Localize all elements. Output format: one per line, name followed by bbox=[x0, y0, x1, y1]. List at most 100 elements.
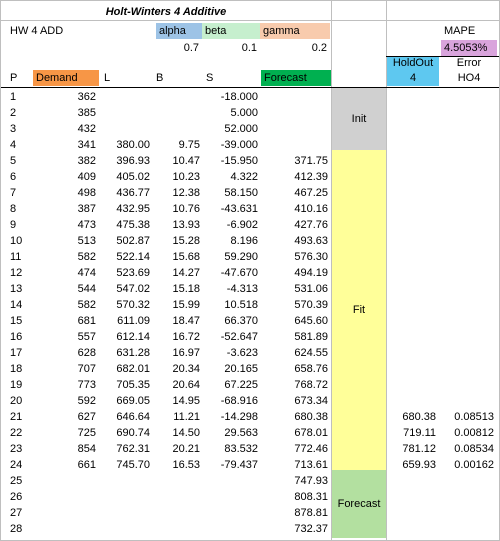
cell-p[interactable]: 1 bbox=[10, 91, 17, 103]
cell-b[interactable]: 20.34 bbox=[172, 363, 200, 375]
cell-b[interactable]: 15.28 bbox=[172, 235, 200, 247]
cell-forecast[interactable]: 645.60 bbox=[294, 315, 328, 327]
cell-p[interactable]: 2 bbox=[10, 107, 17, 119]
cell-holdout[interactable] bbox=[387, 329, 439, 345]
cell-l[interactable]: 745.70 bbox=[116, 459, 150, 471]
cell-forecast[interactable]: 732.37 bbox=[294, 523, 328, 535]
cell-p[interactable]: 26 bbox=[10, 491, 23, 503]
cell-p[interactable]: 25 bbox=[10, 475, 23, 487]
header-error[interactable]: Error HO4 bbox=[441, 56, 497, 86]
cell-b[interactable]: 20.21 bbox=[172, 443, 200, 455]
cell-error[interactable] bbox=[441, 137, 497, 153]
cell-b[interactable]: 14.27 bbox=[172, 267, 200, 279]
cell-l[interactable]: 631.28 bbox=[116, 347, 150, 359]
cell-demand[interactable]: 544 bbox=[77, 283, 96, 295]
cell-error[interactable] bbox=[441, 249, 497, 265]
cell-p[interactable]: 9 bbox=[10, 219, 17, 231]
cell-s[interactable]: -79.437 bbox=[220, 459, 258, 471]
cell-s[interactable]: -52.647 bbox=[220, 331, 258, 343]
header-demand[interactable]: Demand bbox=[33, 70, 99, 86]
beta-label[interactable]: beta bbox=[202, 23, 260, 39]
cell-forecast[interactable]: 570.39 bbox=[294, 299, 328, 311]
cell-b[interactable]: 20.64 bbox=[172, 379, 200, 391]
cell-l[interactable]: 611.09 bbox=[117, 315, 150, 327]
cell-forecast[interactable]: 410.16 bbox=[294, 203, 328, 215]
cell-l[interactable] bbox=[101, 505, 153, 521]
cell-s[interactable]: -3.623 bbox=[226, 347, 258, 359]
cell-p[interactable]: 24 bbox=[10, 459, 23, 471]
cell-b[interactable]: 11.21 bbox=[173, 411, 200, 423]
cell-p[interactable]: 4 bbox=[10, 139, 17, 151]
cell-demand[interactable]: 362 bbox=[77, 91, 96, 103]
cell-forecast[interactable] bbox=[261, 105, 331, 121]
cell-holdout[interactable] bbox=[387, 249, 439, 265]
cell-p[interactable]: 6 bbox=[10, 171, 17, 183]
cell-p[interactable]: 14 bbox=[10, 299, 23, 311]
cell-l[interactable]: 705.35 bbox=[116, 379, 150, 391]
cell-holdout[interactable] bbox=[387, 121, 439, 137]
cell-b[interactable]: 13.93 bbox=[172, 219, 200, 231]
cell-demand[interactable]: 681 bbox=[77, 315, 96, 327]
cell-holdout[interactable] bbox=[387, 521, 439, 537]
cell-l[interactable]: 405.02 bbox=[116, 171, 150, 183]
cell-forecast[interactable]: 531.06 bbox=[294, 283, 328, 295]
cell-error[interactable] bbox=[441, 313, 497, 329]
cell-forecast[interactable] bbox=[261, 121, 331, 137]
sheet-title[interactable]: Holt-Winters 4 Additive bbox=[105, 6, 227, 18]
cell-holdout[interactable] bbox=[387, 217, 439, 233]
cell-l[interactable] bbox=[101, 121, 153, 137]
cell-p[interactable]: 28 bbox=[10, 523, 23, 535]
cell-demand[interactable]: 707 bbox=[77, 363, 96, 375]
cell-error[interactable]: 0.00812 bbox=[454, 427, 494, 439]
cell-demand[interactable]: 628 bbox=[77, 347, 96, 359]
cell-forecast[interactable]: 467.25 bbox=[294, 187, 328, 199]
cell-b[interactable]: 15.18 bbox=[172, 283, 200, 295]
cell-error[interactable] bbox=[441, 521, 497, 537]
cell-b[interactable] bbox=[153, 121, 203, 137]
cell-demand[interactable] bbox=[33, 473, 99, 489]
cell-b[interactable]: 10.76 bbox=[172, 203, 200, 215]
cell-l[interactable] bbox=[101, 473, 153, 489]
cell-forecast[interactable]: 576.30 bbox=[294, 251, 328, 263]
cell-demand[interactable]: 513 bbox=[77, 235, 96, 247]
cell-l[interactable]: 475.38 bbox=[116, 219, 150, 231]
cell-error[interactable] bbox=[441, 201, 497, 217]
cell-demand[interactable]: 592 bbox=[77, 395, 96, 407]
cell-holdout[interactable] bbox=[387, 297, 439, 313]
cell-demand[interactable] bbox=[33, 521, 99, 537]
cell-demand[interactable]: 473 bbox=[77, 219, 96, 231]
cell-s[interactable]: -39.000 bbox=[220, 139, 258, 151]
cell-b[interactable]: 16.53 bbox=[172, 459, 200, 471]
cell-l[interactable]: 502.87 bbox=[116, 235, 150, 247]
cell-error[interactable] bbox=[441, 473, 497, 489]
cell-b[interactable]: 9.75 bbox=[178, 139, 200, 151]
cell-holdout[interactable]: 719.11 bbox=[403, 427, 436, 439]
cell-s[interactable]: -6.902 bbox=[226, 219, 258, 231]
cell-b[interactable]: 14.95 bbox=[172, 395, 200, 407]
cell-s[interactable]: 4.322 bbox=[230, 171, 258, 183]
cell-error[interactable]: 0.08534 bbox=[454, 443, 494, 455]
cell-s[interactable]: 67.225 bbox=[224, 379, 258, 391]
cell-forecast[interactable] bbox=[261, 137, 331, 153]
cell-demand[interactable]: 557 bbox=[77, 331, 96, 343]
cell-error[interactable] bbox=[441, 105, 497, 121]
cell-demand[interactable]: 854 bbox=[77, 443, 96, 455]
cell-b[interactable] bbox=[153, 505, 203, 521]
cell-b[interactable] bbox=[153, 105, 203, 121]
cell-forecast[interactable]: 808.31 bbox=[294, 491, 328, 503]
cell-s[interactable]: 59.290 bbox=[224, 251, 258, 263]
cell-holdout[interactable] bbox=[387, 377, 439, 393]
cell-b[interactable]: 10.23 bbox=[172, 171, 200, 183]
cell-error[interactable] bbox=[441, 153, 497, 169]
cell-b[interactable]: 12.38 bbox=[172, 187, 200, 199]
cell-demand[interactable]: 385 bbox=[77, 107, 96, 119]
cell-demand[interactable]: 661 bbox=[77, 459, 96, 471]
cell-holdout[interactable] bbox=[387, 201, 439, 217]
cell-p[interactable]: 22 bbox=[10, 427, 23, 439]
cell-forecast[interactable]: 427.76 bbox=[294, 219, 328, 231]
cell-forecast[interactable]: 494.19 bbox=[294, 267, 328, 279]
cell-l[interactable] bbox=[101, 89, 153, 105]
cell-error[interactable] bbox=[441, 217, 497, 233]
cell-p[interactable]: 23 bbox=[10, 443, 23, 455]
cell-demand[interactable]: 725 bbox=[77, 427, 96, 439]
